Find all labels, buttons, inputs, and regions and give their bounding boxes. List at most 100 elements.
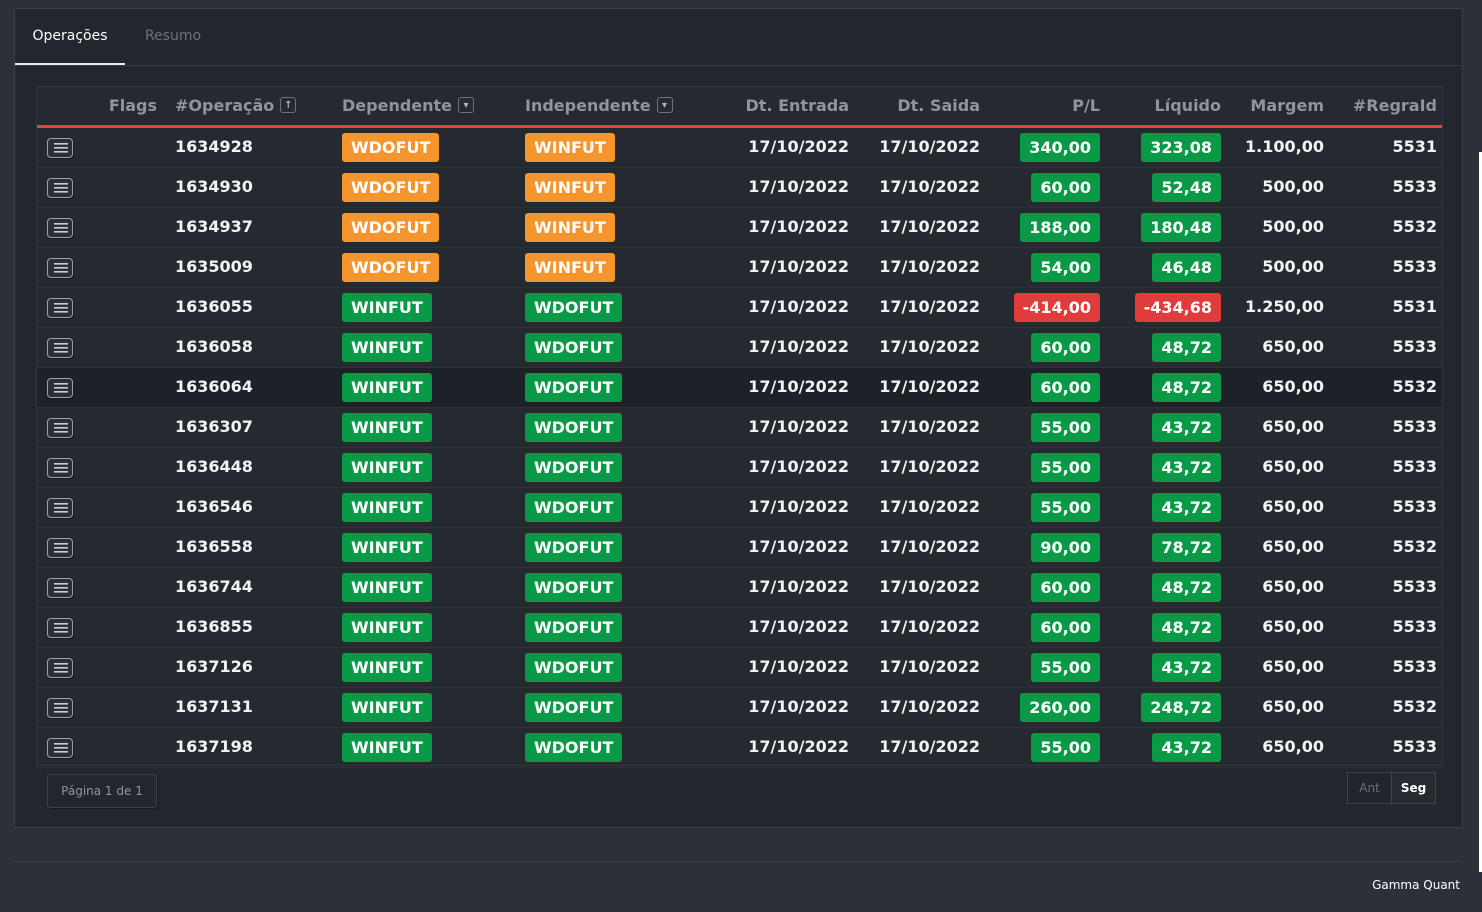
cell-dt-entrada: 17/10/2022 [748, 217, 849, 236]
cell-independente-badge: WDOFUT [525, 573, 623, 602]
row-menu-button[interactable] [47, 458, 73, 478]
table-row[interactable]: 1637131 WINFUT WDOFUT 17/10/2022 17/10/2022 2… [37, 688, 1442, 728]
row-menu-button[interactable] [47, 418, 73, 438]
cell-operacao: 1637131 [175, 697, 253, 716]
tab-operacoes[interactable]: Operações [15, 9, 125, 65]
cell-liquido: 46,48 [1117, 248, 1221, 287]
cell-liquido: 43,72 [1117, 488, 1221, 527]
cell-margem: 650,00 [1262, 497, 1324, 516]
table-row[interactable]: 1634928 WDOFUT WINFUT 17/10/2022 17/10/2022 3… [37, 128, 1442, 168]
col-flags[interactable]: Flags [108, 96, 157, 115]
table-row[interactable]: 1636558 WINFUT WDOFUT 17/10/2022 17/10/2022 9… [37, 528, 1442, 568]
cell-pl: 60,00 [997, 168, 1100, 207]
row-menu-button[interactable] [47, 658, 73, 678]
cell-independente-badge: WDOFUT [525, 653, 623, 682]
scrollbar[interactable] [1479, 152, 1482, 872]
cell-operacao: 1636055 [175, 297, 253, 316]
cell-margem: 650,00 [1262, 417, 1324, 436]
table-row[interactable]: 1635009 WDOFUT WINFUT 17/10/2022 17/10/2022 5… [37, 248, 1442, 288]
row-menu-button[interactable] [47, 578, 73, 598]
next-page-button[interactable]: Seg [1392, 773, 1435, 803]
row-menu-button[interactable] [47, 538, 73, 558]
cell-dt-entrada: 17/10/2022 [748, 737, 849, 756]
table-row[interactable]: 1636744 WINFUT WDOFUT 17/10/2022 17/10/2022 6… [37, 568, 1442, 608]
col-dt-entrada[interactable]: Dt. Entrada [745, 96, 849, 115]
cell-dt-saida: 17/10/2022 [879, 377, 980, 396]
cell-dependente-badge: WINFUT [342, 613, 432, 642]
table-body: 1634928 WDOFUT WINFUT 17/10/2022 17/10/2022 3… [37, 128, 1442, 768]
cell-dt-saida: 17/10/2022 [879, 217, 980, 236]
table-row[interactable]: 1637126 WINFUT WDOFUT 17/10/2022 17/10/2022 5… [37, 648, 1442, 688]
cell-pl: 55,00 [997, 408, 1100, 447]
pl-badge: 60,00 [1031, 613, 1100, 642]
cell-dt-saida: 17/10/2022 [879, 577, 980, 596]
row-menu-button[interactable] [47, 138, 73, 158]
table-row[interactable]: 1637198 WINFUT WDOFUT 17/10/2022 17/10/2022 5… [37, 728, 1442, 768]
liquido-badge: 43,72 [1152, 493, 1221, 522]
row-menu-button[interactable] [47, 698, 73, 718]
table-row[interactable]: 1636055 WINFUT WDOFUT 17/10/2022 17/10/2022 -… [37, 288, 1442, 328]
caret-down-icon[interactable]: ▾ [458, 96, 475, 113]
table-row[interactable]: 1636064 WINFUT WDOFUT 17/10/2022 17/10/2022 6… [37, 368, 1442, 408]
table-row[interactable]: 1636546 WINFUT WDOFUT 17/10/2022 17/10/2022 5… [37, 488, 1442, 528]
cell-dependente-badge: WINFUT [342, 453, 432, 482]
table-row[interactable]: 1634930 WDOFUT WINFUT 17/10/2022 17/10/2022 6… [37, 168, 1442, 208]
table-row[interactable]: 1634937 WDOFUT WINFUT 17/10/2022 17/10/2022 1… [37, 208, 1442, 248]
col-regraid[interactable]: #RegraId [1352, 96, 1437, 115]
cell-dt-saida: 17/10/2022 [879, 737, 980, 756]
cell-regraid: 5533 [1392, 737, 1437, 756]
cell-pl: 260,00 [997, 688, 1100, 727]
cell-liquido: 248,72 [1117, 688, 1221, 727]
col-operacao[interactable]: #Operação ↑ [175, 87, 335, 125]
cell-dt-saida: 17/10/2022 [879, 417, 980, 436]
row-menu-button[interactable] [47, 298, 73, 318]
col-dt-saida[interactable]: Dt. Saida [897, 96, 980, 115]
cell-liquido: 43,72 [1117, 728, 1221, 767]
row-menu-button[interactable] [47, 218, 73, 238]
cell-pl: 55,00 [997, 648, 1100, 687]
cell-operacao: 1636064 [175, 377, 253, 396]
cell-dependente-badge: WDOFUT [342, 253, 440, 282]
liquido-badge: 43,72 [1152, 733, 1221, 762]
cell-pl: 60,00 [997, 608, 1100, 647]
arrow-up-icon[interactable]: ↑ [280, 96, 297, 113]
cell-margem: 650,00 [1262, 737, 1324, 756]
col-liquido[interactable]: Líquido [1154, 96, 1221, 115]
cell-dependente-badge: WINFUT [342, 693, 432, 722]
cell-liquido: 43,72 [1117, 408, 1221, 447]
col-independente[interactable]: Independente ▾ [525, 87, 715, 125]
cell-liquido: 48,72 [1117, 568, 1221, 607]
cell-operacao: 1636546 [175, 497, 253, 516]
row-menu-button[interactable] [47, 178, 73, 198]
cell-operacao: 1634928 [175, 137, 253, 156]
col-dependente[interactable]: Dependente ▾ [342, 87, 512, 125]
row-menu-button[interactable] [47, 378, 73, 398]
col-pl[interactable]: P/L [1072, 96, 1100, 115]
row-menu-button[interactable] [47, 498, 73, 518]
cell-dt-saida: 17/10/2022 [879, 657, 980, 676]
cell-margem: 650,00 [1262, 537, 1324, 556]
col-margem[interactable]: Margem [1250, 96, 1324, 115]
cell-regraid: 5531 [1392, 297, 1437, 316]
row-menu-button[interactable] [47, 258, 73, 278]
cell-dt-saida: 17/10/2022 [879, 537, 980, 556]
table-row[interactable]: 1636855 WINFUT WDOFUT 17/10/2022 17/10/2022 6… [37, 608, 1442, 648]
cell-liquido: 43,72 [1117, 448, 1221, 487]
row-menu-button[interactable] [47, 738, 73, 758]
table-row[interactable]: 1636058 WINFUT WDOFUT 17/10/2022 17/10/2022 6… [37, 328, 1442, 368]
footer-divider [14, 861, 1460, 862]
prev-page-button[interactable]: Ant [1348, 773, 1392, 803]
pl-badge: 188,00 [1020, 213, 1100, 242]
table-row[interactable]: 1636307 WINFUT WDOFUT 17/10/2022 17/10/2022 5… [37, 408, 1442, 448]
caret-down-icon[interactable]: ▾ [656, 96, 673, 113]
tab-resumo[interactable]: Resumo [144, 28, 202, 44]
row-menu-button[interactable] [47, 338, 73, 358]
cell-dt-entrada: 17/10/2022 [748, 337, 849, 356]
row-menu-button[interactable] [47, 618, 73, 638]
col-dependente-label: Dependente [342, 96, 453, 115]
cell-liquido: 78,72 [1117, 528, 1221, 567]
table-row[interactable]: 1636448 WINFUT WDOFUT 17/10/2022 17/10/2022 5… [37, 448, 1442, 488]
cell-margem: 500,00 [1262, 257, 1324, 276]
cell-dt-entrada: 17/10/2022 [748, 257, 849, 276]
cell-dt-saida: 17/10/2022 [879, 337, 980, 356]
